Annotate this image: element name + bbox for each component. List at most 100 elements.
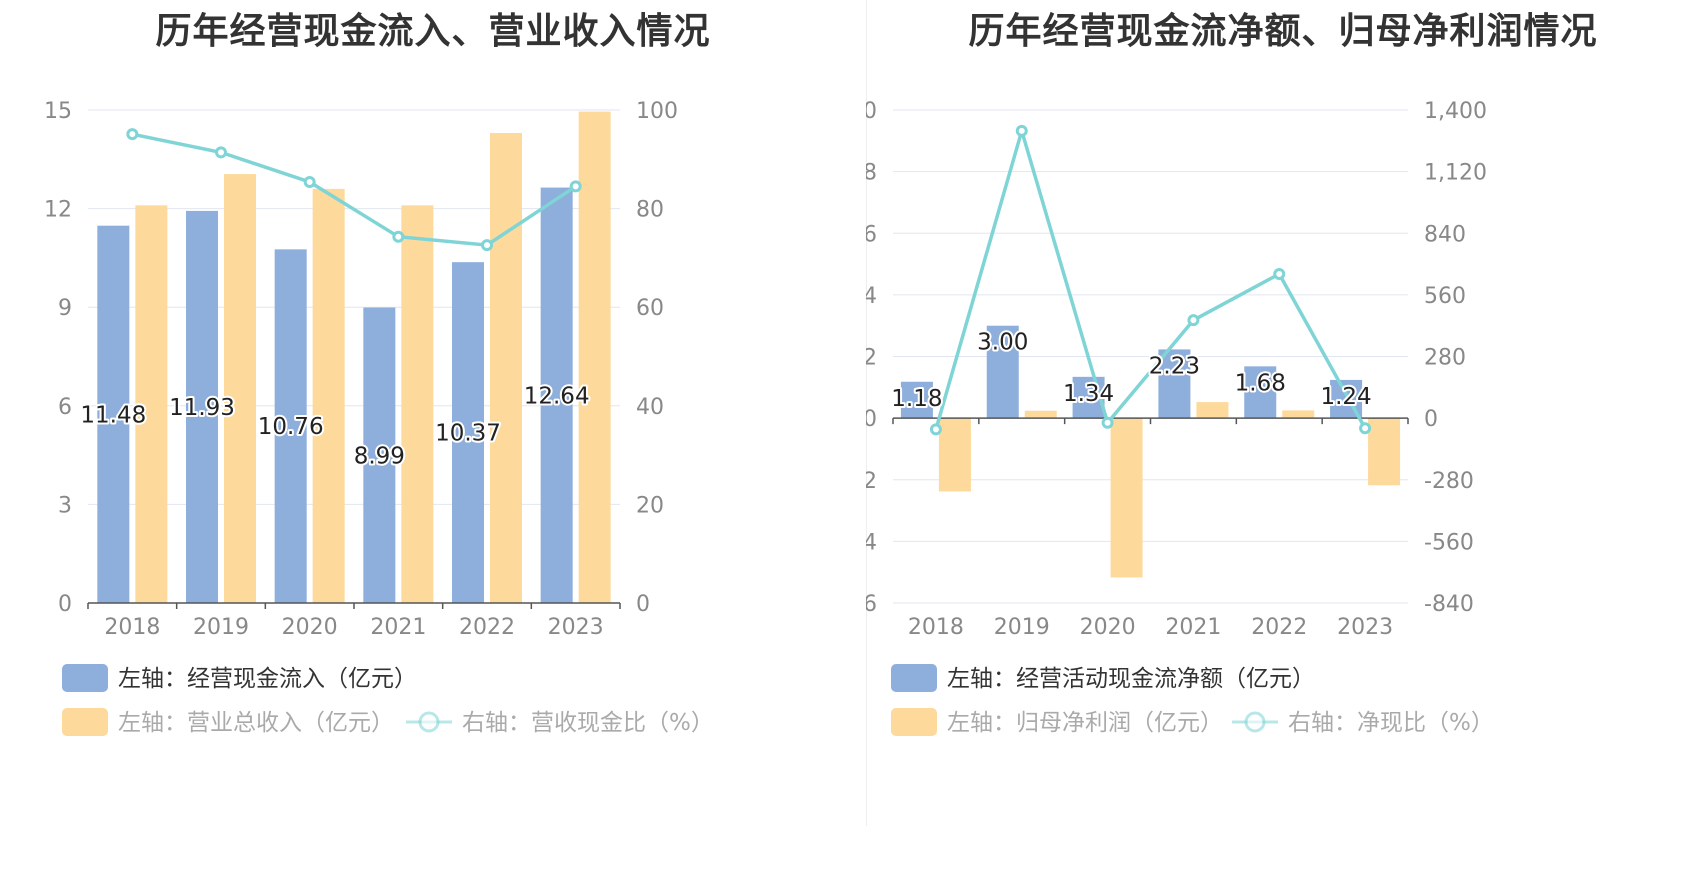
bar-series-1 (97, 225, 130, 603)
x-tick-label: 2020 (282, 615, 338, 640)
chart-title: 历年经营现金流净额、归母净利润情况 (968, 11, 1598, 52)
y-right-tick-label: 280 (1424, 346, 1466, 371)
bar-series-2 (1282, 410, 1315, 419)
line-point (481, 239, 493, 252)
bar-series-2 (401, 205, 434, 603)
bar-series-2 (135, 205, 168, 603)
line-point (1101, 416, 1114, 429)
x-tick-label: 2020 (1080, 615, 1136, 640)
line-series (934, 124, 1367, 430)
legend-label: 左轴：经营现金流入（亿元） (118, 666, 417, 692)
y-left-tick-label: -6 (866, 592, 877, 617)
y-left-tick-label: 12 (44, 198, 72, 223)
bar-series-1 (900, 381, 933, 419)
y-right-tick-label: 0 (636, 592, 650, 617)
y-left-tick-label: 0 (58, 592, 72, 617)
bar-series-2 (1196, 402, 1229, 419)
data-label: 8.99 (354, 443, 405, 469)
y-left-tick-label: 0 (866, 407, 877, 432)
y-right-tick-label: 840 (1424, 222, 1466, 247)
y-right-tick-label: -840 (1424, 592, 1474, 617)
x-tick-label: 2019 (193, 615, 249, 640)
y-right-tick-label: 20 (636, 493, 664, 518)
line-point (1015, 124, 1028, 137)
y-right-tick-label: 100 (636, 99, 678, 124)
y-left-tick-label: 9 (58, 296, 72, 321)
legend-label: 左轴：营业总收入（亿元） (118, 710, 394, 736)
legend-swatch (62, 708, 108, 736)
y-left-tick-label: 2 (866, 346, 877, 371)
bar-series-1 (986, 325, 1019, 419)
bar-series-2 (578, 111, 611, 603)
line-point (392, 230, 405, 243)
data-label: 11.93 (169, 395, 235, 421)
legend-label: 右轴：营收现金比（%） (462, 710, 714, 736)
legend-swatch (891, 708, 937, 736)
x-tick-label: 2019 (994, 615, 1050, 640)
chart-svg-right: -6 -4 -2 0 2 4 6 8 10 -840 -560 -280 0 280 560 840 1,120… (866, 99, 1494, 736)
data-label: 10.76 (258, 414, 324, 440)
y-right-tick-label: 40 (636, 395, 664, 420)
y-right-tick-label: 60 (636, 296, 664, 321)
bar-series-2 (1110, 418, 1143, 578)
y-right-tick-label: 80 (636, 198, 664, 223)
bar-series-2 (490, 133, 522, 604)
line-point (1187, 314, 1200, 327)
y-right-tick-label: 560 (1424, 284, 1466, 309)
x-tick-label: 2023 (1337, 615, 1393, 640)
line-point (215, 146, 227, 159)
line-point (569, 180, 582, 193)
chart-title: 历年经营现金流入、营业收入情况 (155, 11, 711, 52)
bar-series-1 (1244, 366, 1277, 419)
legend-label: 左轴：归母净利润（亿元） (947, 710, 1223, 736)
bar-series-1 (540, 187, 573, 603)
bar-series-1 (186, 210, 218, 603)
y-right-tick-label: -280 (1424, 469, 1474, 494)
data-label: 1.24 (1320, 384, 1371, 410)
legend-swatch (62, 664, 108, 692)
x-tick-label: 2022 (459, 615, 515, 640)
x-tick-label: 2021 (1165, 615, 1221, 640)
y-right-tick-label: 1,120 (1424, 161, 1487, 186)
legend-line-marker (1244, 711, 1266, 733)
y-right-tick-label: 0 (1424, 407, 1438, 432)
y-right-tick-label: -560 (1424, 530, 1474, 555)
data-label: 11.48 (80, 402, 146, 428)
bar-series-2 (312, 188, 345, 603)
x-tick-label: 2018 (908, 615, 964, 640)
bar-series-2 (1368, 418, 1401, 486)
y-right-tick-label: 1,400 (1424, 99, 1487, 124)
data-label: 1.18 (891, 386, 942, 412)
data-label: 1.68 (1235, 370, 1286, 396)
line-point (126, 128, 139, 141)
y-left-tick-label: 6 (866, 222, 877, 247)
data-label: 1.34 (1063, 381, 1114, 407)
data-label: 10.37 (435, 421, 501, 447)
bar-series-2 (1024, 410, 1057, 419)
bar-series-1 (452, 262, 484, 603)
data-label: 2.23 (1149, 353, 1200, 379)
y-left-tick-label: 8 (866, 161, 877, 186)
legend-line-marker (418, 711, 440, 733)
y-left-tick-label: 4 (866, 284, 877, 309)
bar-series-2 (938, 418, 971, 492)
legend-label: 左轴：经营活动现金流净额（亿元） (947, 666, 1315, 692)
bar-series-2 (224, 174, 256, 603)
line-series (131, 132, 577, 247)
bar-series-1 (274, 249, 307, 603)
data-label: 3.00 (977, 330, 1028, 356)
line-point (1359, 422, 1372, 435)
legend-swatch (891, 664, 937, 692)
data-label: 12.64 (524, 383, 590, 409)
panel-divider (866, 0, 867, 826)
y-left-tick-label: -2 (866, 469, 877, 494)
bar-series-1 (1158, 349, 1191, 419)
x-tick-label: 2022 (1251, 615, 1307, 640)
line-point (303, 175, 316, 188)
x-tick-label: 2018 (104, 615, 160, 640)
chart-panel-cashflow-revenue: 历年经营现金流入、营业收入情况 (155, 11, 711, 52)
y-left-tick-label: 3 (58, 493, 72, 518)
y-left-tick-label: 6 (58, 395, 72, 420)
line-point (929, 423, 942, 436)
y-left-tick-label: -4 (866, 530, 877, 555)
